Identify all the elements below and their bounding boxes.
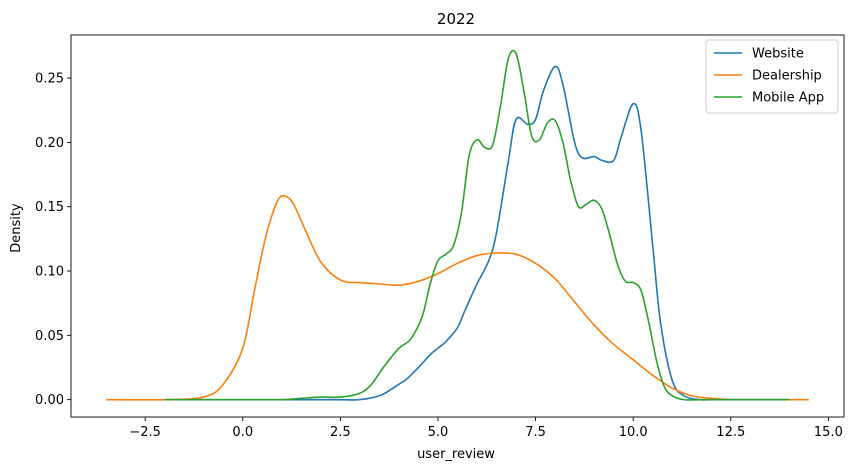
y-tick-label: 0.00 — [35, 393, 64, 408]
x-tick-label: 10.0 — [619, 425, 648, 440]
y-axis-label: Density — [9, 203, 24, 253]
legend-label: Mobile App — [752, 91, 824, 106]
x-tick-label: 2.5 — [330, 425, 351, 440]
series-line-1 — [164, 65, 790, 401]
y-tick-label: 0.15 — [35, 200, 64, 215]
y-tick-label: 0.10 — [35, 265, 64, 280]
x-tick-label: 0.0 — [232, 425, 253, 440]
plot-frame — [70, 34, 845, 418]
legend: Website Dealership Mobile App — [705, 39, 839, 114]
axes-layer: −2.5 0.0 2.5 5.0 7.5 10.0 12.5 15.0 0.00 0.05 0.10… — [35, 34, 845, 440]
y-tick-label: 0.25 — [35, 72, 64, 87]
x-tick-label: −2.5 — [129, 425, 161, 440]
series-line-2 — [106, 194, 809, 401]
plot-layer — [106, 49, 809, 401]
series-line-3 — [164, 49, 790, 401]
x-axis-label: user_review — [417, 447, 495, 462]
legend-box — [705, 39, 839, 114]
x-tick-label: 5.0 — [428, 425, 449, 440]
x-tick-label: 15.0 — [814, 425, 843, 440]
y-tick-label: 0.05 — [35, 329, 64, 344]
y-tick-label: 0.20 — [35, 136, 64, 151]
legend-label: Dealership — [752, 69, 822, 84]
chart-title: 2022 — [437, 10, 475, 28]
legend-label: Website — [752, 47, 804, 62]
x-tick-label: 7.5 — [525, 425, 546, 440]
x-tick-label: 12.5 — [716, 425, 745, 440]
